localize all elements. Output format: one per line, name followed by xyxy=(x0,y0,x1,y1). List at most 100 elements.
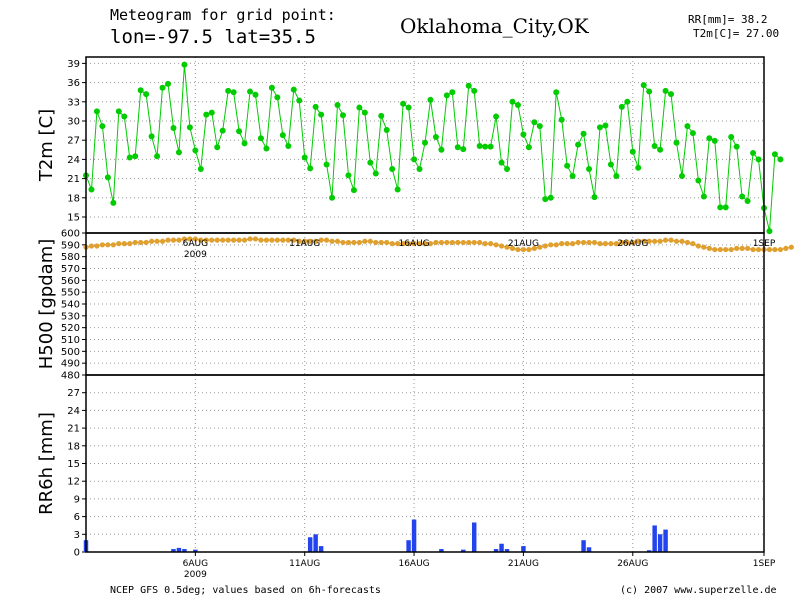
h500-point xyxy=(449,239,455,246)
h500-point xyxy=(416,241,423,247)
h500-point xyxy=(88,243,95,249)
h500-point xyxy=(706,245,712,251)
t2m-point xyxy=(454,144,461,151)
h500-point xyxy=(389,241,395,247)
location-name: Oklahoma_City,OK xyxy=(400,14,589,38)
h500-point xyxy=(351,239,357,246)
h500-point xyxy=(613,241,619,247)
h500-point xyxy=(542,243,548,249)
y-tick-label: 15 xyxy=(67,459,80,470)
h500-point xyxy=(400,241,406,247)
t2m-point xyxy=(394,186,401,193)
h500-point xyxy=(482,241,488,247)
h500-point xyxy=(165,237,171,243)
t2m-point xyxy=(383,126,390,133)
rr6h-bar xyxy=(581,540,586,552)
t2m-point xyxy=(547,194,554,201)
t2m-mean-readout: T2m[C]= 27.00 xyxy=(693,27,780,40)
y-tick-label: 24 xyxy=(67,406,80,417)
h500-point xyxy=(488,241,494,247)
h500-point xyxy=(646,238,652,244)
t2m-point xyxy=(279,132,286,139)
t2m-point xyxy=(744,198,751,204)
rr6h-bar xyxy=(493,549,499,552)
y-tick-label: 530 xyxy=(61,311,80,322)
t2m-point xyxy=(93,108,100,115)
t2m-point xyxy=(493,113,500,120)
h500-point xyxy=(192,236,198,242)
h500-point xyxy=(750,246,756,253)
t2m-point xyxy=(471,87,478,94)
h500-point xyxy=(602,241,609,247)
h500-point xyxy=(231,237,237,243)
h500-point xyxy=(608,241,614,247)
rr6h-bar xyxy=(646,550,652,552)
h500-point xyxy=(657,238,663,244)
y-tick-label: 550 xyxy=(61,288,80,299)
t2m-point xyxy=(684,123,691,130)
x-tick-label-upper: 11AUG xyxy=(289,239,320,249)
y-tick-label: 39 xyxy=(67,59,80,70)
t2m-point xyxy=(722,204,729,211)
h500-point xyxy=(307,238,313,244)
y-tick-label: 510 xyxy=(61,335,80,346)
t2m-point xyxy=(296,97,303,104)
x-tick-year-label-upper: 2009 xyxy=(184,250,207,260)
t2m-point xyxy=(416,166,423,172)
h500-point xyxy=(580,239,587,246)
x-tick-label-upper: 6AUG xyxy=(183,239,208,249)
h500-point xyxy=(477,239,483,246)
h500-point xyxy=(154,238,160,244)
t2m-point xyxy=(263,145,270,152)
t2m-point xyxy=(635,164,642,171)
h500-point xyxy=(236,237,242,243)
t2m-point xyxy=(121,113,128,120)
header-coordinates: lon=-97.5 lat=35.5 xyxy=(110,26,316,48)
h500-point xyxy=(105,242,111,248)
t2m-point xyxy=(553,89,560,96)
h500-point xyxy=(362,238,368,244)
t2m-point xyxy=(389,166,396,172)
h500-point xyxy=(209,237,215,243)
t2m-point xyxy=(99,123,106,130)
h500-point xyxy=(575,239,581,246)
t2m-point xyxy=(165,80,172,87)
h500-point xyxy=(285,237,291,243)
h500-point xyxy=(744,245,751,251)
t2m-point xyxy=(318,111,325,118)
rr-total-readout: RR[mm]= 38.2 xyxy=(688,13,768,26)
h500-point xyxy=(673,238,680,244)
h500-point xyxy=(214,237,220,243)
x-tick-label: 16AUG xyxy=(398,559,429,569)
footer-credit: (c) 2007 www.superzelle.de xyxy=(620,585,777,596)
h500-point xyxy=(553,242,559,248)
h500-point xyxy=(777,246,784,253)
h500-point xyxy=(504,244,510,250)
y-tick-label: 560 xyxy=(61,276,80,287)
h500-point xyxy=(734,245,740,251)
t2m-point xyxy=(706,135,713,142)
h500-point xyxy=(367,238,373,244)
h500-point xyxy=(274,237,280,243)
y-tick-label: 590 xyxy=(61,240,80,251)
h500-point xyxy=(116,241,122,247)
y-tick-label: 21 xyxy=(67,174,80,185)
h500-point xyxy=(728,246,734,253)
t2m-point xyxy=(465,82,472,89)
y-tick-label: 480 xyxy=(61,371,80,382)
y-tick-label: 580 xyxy=(61,252,80,263)
h500-point xyxy=(471,239,477,246)
t2m-point xyxy=(345,172,352,179)
rr6h-bar xyxy=(307,537,313,552)
h500-point xyxy=(411,241,417,247)
t2m-point xyxy=(132,153,139,160)
h500-point xyxy=(766,246,773,253)
t2m-point xyxy=(536,123,543,130)
t2m-point xyxy=(214,144,221,151)
h500-point xyxy=(466,239,472,246)
t2m-point xyxy=(564,162,571,169)
y-tick-label: 24 xyxy=(67,155,80,166)
h500-point xyxy=(755,246,762,253)
t2m-point xyxy=(192,147,199,154)
